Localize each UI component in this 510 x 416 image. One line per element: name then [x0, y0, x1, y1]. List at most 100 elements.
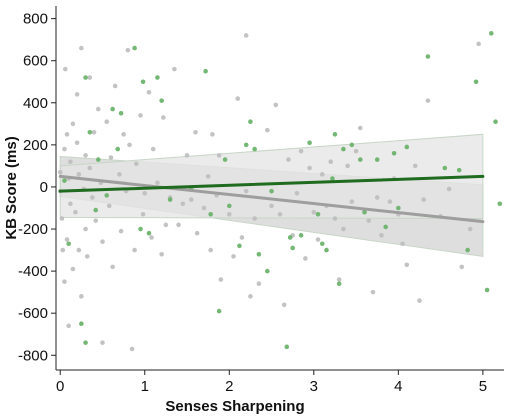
gray-point — [425, 98, 431, 103]
gray-point — [159, 251, 164, 257]
green-point — [159, 98, 164, 103]
y-tick-label: 800 — [23, 11, 48, 28]
gray-point — [281, 302, 287, 308]
green-point — [396, 205, 401, 211]
gray-point — [68, 159, 73, 164]
gray-point — [311, 209, 317, 215]
green-point — [132, 45, 137, 51]
gray-point — [231, 254, 236, 259]
green-point — [456, 167, 462, 173]
green-point — [203, 68, 208, 74]
gray-point — [353, 148, 359, 154]
gray-point — [59, 216, 65, 221]
green-point — [290, 245, 295, 251]
gray-point — [201, 205, 207, 211]
gray-point — [93, 218, 99, 223]
gray-point — [358, 125, 363, 131]
green-point — [79, 321, 84, 327]
green-point — [226, 203, 232, 209]
y-tick-label: -400 — [18, 263, 48, 280]
gray-point — [235, 96, 241, 101]
gray-point — [132, 247, 137, 253]
gray-point — [184, 153, 190, 158]
green-point — [83, 340, 88, 345]
gray-point — [180, 201, 186, 207]
gray-point — [91, 129, 97, 135]
scatter-points — [57, 31, 503, 352]
gray-point — [100, 239, 105, 244]
gray-point — [121, 132, 126, 137]
gray-regression-line — [58, 174, 485, 224]
gray-point — [74, 140, 80, 146]
gray-point — [366, 218, 372, 223]
gray-point — [117, 172, 122, 177]
gray-point — [349, 199, 355, 204]
gray-point — [83, 226, 88, 232]
gray-point — [286, 157, 291, 162]
gray-point — [446, 186, 452, 192]
gray-point — [269, 203, 274, 209]
green-point — [87, 129, 93, 135]
green-point — [104, 193, 110, 198]
gray-point — [125, 47, 131, 53]
gray-point — [336, 277, 342, 282]
gray-point — [374, 195, 380, 200]
gray-point — [370, 289, 376, 295]
gray-point — [161, 115, 166, 120]
y-tick-label: -600 — [18, 305, 48, 322]
gray-point — [294, 190, 300, 196]
gray-point — [70, 121, 76, 127]
gray-point — [252, 216, 257, 221]
green-point — [442, 165, 448, 171]
gray-point — [210, 132, 215, 137]
green-point — [138, 226, 143, 232]
gray-point — [400, 241, 405, 247]
x-axis-title: Senses Sharpening — [165, 398, 304, 415]
green-point — [473, 79, 479, 85]
x-tick-label: 5 — [479, 378, 487, 395]
green-point — [362, 209, 367, 215]
gray-point — [104, 119, 110, 125]
gray-point — [218, 277, 224, 282]
green-point — [332, 132, 338, 137]
green-point — [489, 31, 494, 36]
green-point — [324, 247, 329, 253]
gray-point — [62, 146, 67, 152]
x-tick-label: 0 — [56, 378, 64, 395]
gray-point — [208, 247, 213, 253]
green-point — [140, 79, 146, 85]
gray-point — [134, 161, 139, 167]
green-point — [341, 146, 346, 152]
green-point — [118, 111, 124, 116]
green-point — [284, 344, 290, 350]
x-tick-label: 3 — [310, 378, 318, 395]
gray-point — [73, 209, 78, 215]
green-point — [115, 146, 121, 152]
gray-point — [319, 172, 325, 177]
green-point — [349, 142, 355, 148]
gray-point — [64, 132, 70, 137]
gray-point — [226, 212, 232, 217]
gray-point — [146, 89, 152, 95]
gray-point — [417, 298, 422, 303]
gray-point — [76, 172, 82, 177]
gray-point — [95, 106, 101, 112]
green-point — [256, 251, 262, 257]
confidence-bands — [59, 133, 484, 257]
gray-point — [303, 256, 308, 261]
gray-point — [79, 45, 84, 51]
gray-point — [84, 254, 90, 259]
gray-point — [129, 346, 135, 352]
gray-point — [404, 262, 410, 268]
gray-point — [315, 237, 321, 242]
regression-lines — [58, 174, 485, 224]
green-point — [484, 287, 490, 293]
gray-point — [467, 226, 473, 232]
gray-point — [142, 190, 148, 196]
gray-point — [138, 113, 143, 118]
green-point — [319, 241, 325, 247]
x-axis-ticks: 0 1 2 3 4 5 — [56, 370, 487, 395]
y-tick-label: -800 — [18, 347, 48, 364]
gray-point — [87, 75, 93, 80]
green-point — [62, 178, 67, 183]
